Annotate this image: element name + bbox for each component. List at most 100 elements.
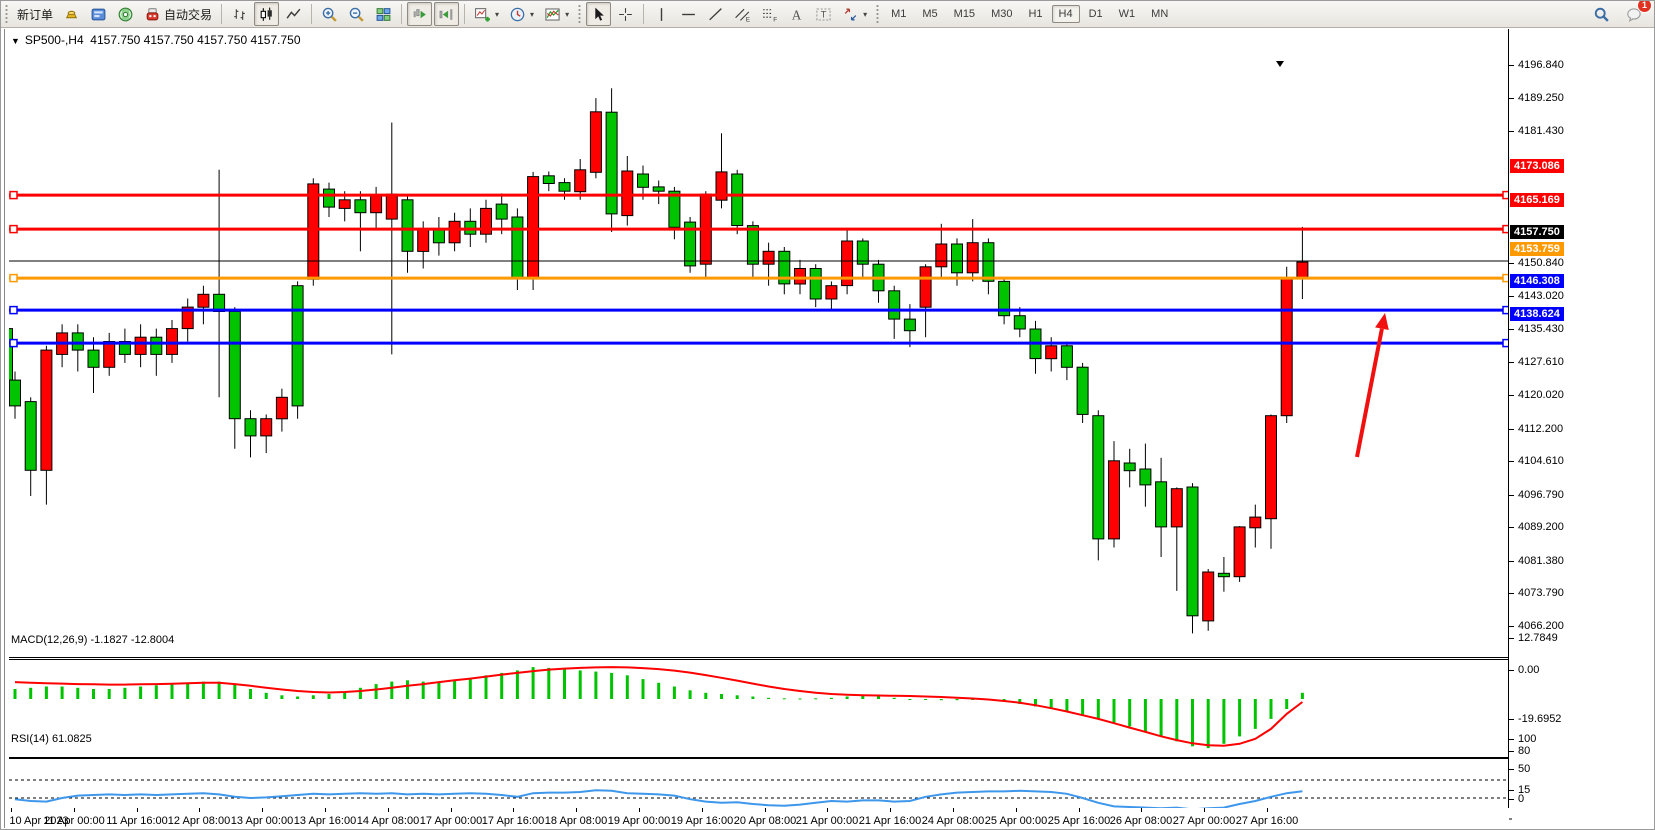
price-axis[interactable]: 4196.840 4189.250 4181.430 4150.840 4143.020… [1509, 29, 1654, 808]
main-chart-canvas[interactable] [9, 59, 1512, 657]
candle [1296, 226, 1309, 299]
arrow-annotation[interactable] [1355, 313, 1389, 458]
line-anchor[interactable] [9, 190, 18, 200]
date-tick-label: 26 Apr 08:00 [1109, 815, 1173, 827]
macd-histogram-bar [704, 692, 708, 699]
bar-chart-button[interactable] [227, 2, 252, 26]
date-axis[interactable]: 10 Apr 2023 11 Apr 00:00 11 Apr 16:00 12 Ap… [5, 808, 1508, 829]
periods-button[interactable]: ▾ [505, 2, 538, 26]
gold-ingot-icon [65, 10, 78, 18]
timeframe-d1-button[interactable]: D1 [1088, 8, 1103, 20]
auto-scroll-button[interactable] [407, 2, 433, 26]
candle [809, 264, 822, 308]
candle [56, 324, 69, 368]
candle [71, 324, 84, 372]
rsi-scale-label: 100 [1518, 733, 1537, 745]
candle [998, 277, 1011, 325]
autotrading-icon [146, 7, 159, 20]
candle [495, 193, 508, 235]
notifications-button[interactable]: 1 [1622, 1, 1652, 26]
one-click-trading-toggle-icon[interactable]: ▼ [11, 36, 20, 46]
date-tick [702, 808, 703, 812]
candle [275, 388, 288, 432]
label-button[interactable]: T [811, 2, 836, 26]
macd-histogram-bar [374, 684, 378, 699]
macd-pane[interactable] [9, 659, 1512, 758]
cursor-button[interactable] [586, 2, 612, 26]
price-tick-label: 4150.840 [1518, 257, 1564, 269]
arrows-button[interactable]: ▾ [838, 2, 871, 26]
line-anchor[interactable] [9, 338, 18, 348]
line-anchor[interactable] [9, 224, 18, 234]
vertical-line-button[interactable] [649, 2, 674, 26]
zoom-out-button[interactable] [344, 2, 369, 26]
templates-button[interactable]: ▾ [540, 2, 573, 26]
price-tick [1509, 296, 1514, 297]
tile-windows-button[interactable] [371, 2, 396, 26]
timeframe-h4-button[interactable]: H4 [1051, 5, 1080, 23]
toolbar-group [585, 1, 639, 27]
candle [370, 186, 383, 230]
candle [1280, 266, 1293, 423]
candle-chart-button[interactable] [254, 2, 280, 26]
price-tick [1509, 593, 1514, 594]
macd-canvas[interactable] [9, 660, 1512, 757]
template-icon [545, 7, 560, 21]
timeframe-h1-button[interactable]: H1 [1028, 8, 1043, 20]
chart-shift-button[interactable] [434, 2, 460, 26]
macd-histogram-bar [892, 697, 896, 699]
candle [291, 281, 304, 419]
timeframe-m30-button[interactable]: M30 [991, 8, 1013, 20]
timeframe-w1-button[interactable]: W1 [1118, 8, 1136, 20]
toolbar-grip[interactable] [577, 5, 583, 23]
candle [731, 169, 744, 235]
candle [323, 182, 335, 217]
price-level-badge: 4165.169 [1510, 193, 1564, 207]
toolbar-separator [643, 4, 645, 24]
macd-histogram-bar [955, 699, 959, 701]
candle [699, 191, 712, 278]
line-chart-button[interactable] [281, 2, 306, 26]
toolbar-grip[interactable] [4, 5, 9, 23]
market-watch-button[interactable] [86, 2, 111, 26]
macd-histogram-bar [264, 692, 268, 699]
new-chart-button[interactable]: ▾ [470, 2, 503, 26]
signals-button[interactable] [113, 2, 138, 26]
macd-histogram-bar [343, 691, 347, 699]
new-order-button[interactable]: 新订单 [13, 2, 57, 26]
price-level-badge: 4138.624 [1510, 307, 1564, 321]
macd-histogram-bar [60, 686, 64, 699]
line-anchor[interactable] [9, 273, 18, 283]
axis-separator [1508, 29, 1509, 808]
crosshair-button[interactable] [613, 2, 638, 26]
macd-histogram-bar [1191, 699, 1194, 747]
date-tick-label: 12 Apr 08:00 [167, 815, 231, 827]
macd-scale-tick [1509, 638, 1514, 639]
timeframe-m5-button[interactable]: M5 [922, 8, 938, 20]
search-button[interactable] [1589, 2, 1614, 26]
candle [244, 410, 257, 458]
channel-button[interactable]: E [730, 2, 755, 26]
date-tick-label: 21 Apr 00:00 [795, 815, 859, 827]
candle [652, 180, 665, 205]
macd-histogram-bar [1300, 692, 1304, 699]
fibonacci-button[interactable]: F [757, 2, 782, 26]
zoom-in-button[interactable] [317, 2, 342, 26]
autotrading-button[interactable]: 自动交易 [140, 2, 216, 26]
chart-window-button[interactable] [59, 2, 84, 26]
timeframe-mn-button[interactable]: MN [1151, 8, 1169, 20]
macd-histogram-bar [29, 687, 33, 699]
horizontal-line-button[interactable] [676, 2, 701, 26]
price-tick [1509, 429, 1514, 430]
trendline-button[interactable] [703, 2, 728, 26]
candle [197, 285, 210, 325]
timeframe-m15-button[interactable]: M15 [953, 8, 976, 20]
macd-histogram-bar [500, 672, 504, 699]
timeframe-m1-button[interactable]: M1 [891, 8, 907, 20]
text-button[interactable]: A [784, 2, 809, 26]
price-tick-label: 4143.020 [1518, 290, 1564, 302]
price-chart-pane[interactable] [9, 59, 1512, 658]
line-anchor[interactable] [9, 305, 18, 315]
toolbar-grip[interactable] [875, 5, 881, 23]
chat-icon [1627, 7, 1641, 22]
